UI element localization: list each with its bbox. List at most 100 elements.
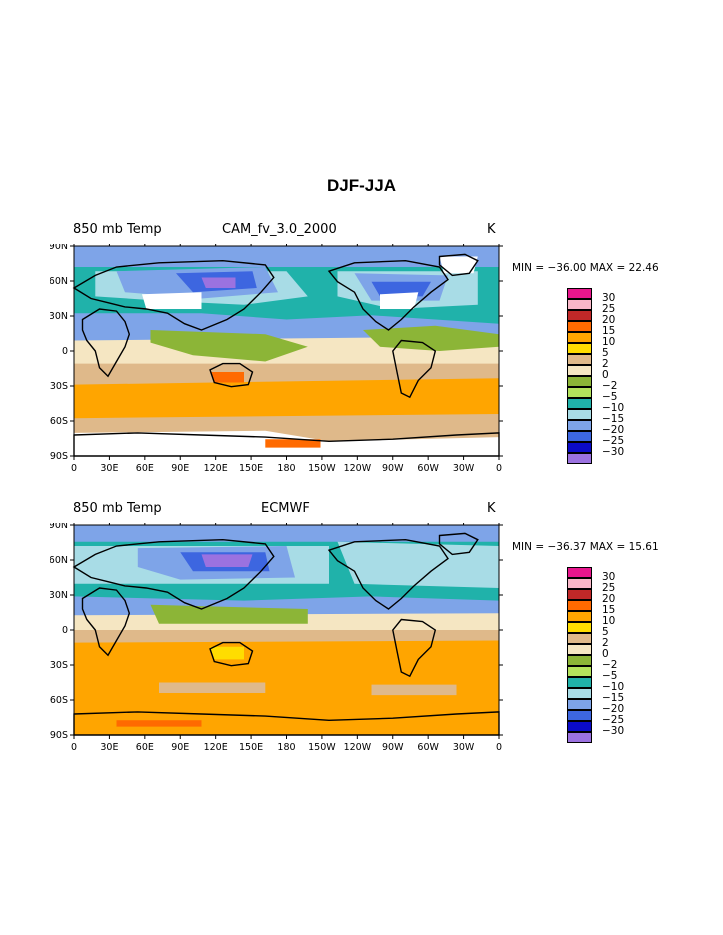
coastline: [327, 259, 449, 331]
contour-fill: [210, 646, 244, 660]
lon-label: 30W: [453, 742, 475, 753]
contour-fill: [150, 330, 308, 362]
lon-label: 150E: [239, 463, 263, 474]
coastline: [438, 253, 479, 277]
panel-units-label: K: [487, 501, 496, 516]
colorbar-label: −10: [602, 681, 625, 693]
lon-label: 0: [71, 463, 77, 474]
lon-label: 180: [277, 463, 295, 474]
minmax-readout: MIN = −36.00 MAX = 22.46: [512, 262, 659, 274]
colorbar-label: −25: [602, 435, 625, 447]
min-label: MIN =: [512, 262, 548, 274]
colorbar-label: 20: [602, 593, 616, 605]
lon-label: 150W: [308, 742, 336, 753]
lon-label: 60W: [417, 742, 439, 753]
colorbar-swatch: [567, 655, 592, 666]
lat-label: 60N: [50, 555, 68, 566]
colorbar: 30 25 20 15 10 5 2 0 −2 −5 −10 −15 −20 −25 −30: [567, 567, 627, 743]
colorbar-label: 10: [602, 615, 616, 627]
colorbar-swatch: [567, 420, 592, 431]
colorbar-label: −5: [602, 670, 618, 682]
colorbar-label: 2: [602, 358, 609, 370]
min-value: −36.37: [547, 541, 587, 553]
colorbar-swatch: [567, 354, 592, 365]
lon-label: 60E: [136, 463, 154, 474]
colorbar-label: 5: [602, 626, 609, 638]
lat-label: 30N: [50, 311, 68, 322]
lon-label: 30W: [453, 463, 475, 474]
panel-case-label: ECMWF: [261, 501, 310, 516]
colorbar-swatch: [567, 310, 592, 321]
coastline: [72, 538, 275, 610]
lat-label: 60N: [50, 276, 68, 287]
colorbar-swatch: [567, 611, 592, 622]
lat-label: 90N: [50, 244, 68, 252]
colorbar-swatch: [567, 409, 592, 420]
coastline: [392, 339, 437, 399]
contour-fill: [337, 541, 499, 588]
contour-fill: [265, 439, 321, 448]
colorbar-label: 0: [602, 369, 609, 381]
coastline: [209, 641, 254, 667]
contour-fill: [159, 682, 266, 693]
contour-fill: [210, 372, 244, 383]
colorbar-swatch: [567, 666, 592, 677]
lat-label: 90S: [50, 730, 68, 741]
lon-label: 180: [277, 742, 295, 753]
lat-label: 90S: [50, 451, 68, 462]
lon-label: 90W: [382, 742, 404, 753]
colorbar-label: −15: [602, 413, 625, 425]
colorbar-swatch: [567, 365, 592, 376]
colorbar-swatch: [567, 677, 592, 688]
lon-label: 60W: [417, 463, 439, 474]
colorbar-swatch: [567, 453, 592, 464]
max-label: MAX =: [589, 541, 629, 553]
colorbar-swatch: [567, 387, 592, 398]
lon-label: 120W: [344, 742, 372, 753]
lon-label: 0: [496, 463, 502, 474]
coastline: [81, 308, 131, 378]
lon-label: 0: [496, 742, 502, 753]
lat-label: 0: [62, 625, 68, 636]
colorbar-label: 0: [602, 648, 609, 660]
colorbar-swatch: [567, 321, 592, 332]
min-label: MIN =: [512, 541, 548, 553]
panel-variable-label: 850 mb Temp: [73, 222, 162, 237]
colorbar-label: 30: [602, 292, 616, 304]
lon-label: 150W: [308, 463, 336, 474]
colorbar-swatch: [567, 332, 592, 343]
lon-label: 120E: [204, 463, 228, 474]
coastline: [327, 538, 449, 610]
lat-label: 30S: [50, 381, 68, 392]
max-value: 22.46: [628, 262, 659, 274]
contour-fill: [201, 277, 236, 288]
minmax-readout: MIN = −36.37 MAX = 15.61: [512, 541, 659, 553]
colorbar-label: −5: [602, 391, 618, 403]
coastline: [209, 362, 254, 388]
lat-label: 30N: [50, 590, 68, 601]
colorbar: 30 25 20 15 10 5 2 0 −2 −5 −10 −15 −20 −25 −30: [567, 288, 627, 464]
lon-label: 30E: [100, 742, 118, 753]
max-value: 15.61: [628, 541, 659, 553]
colorbar-swatch: [567, 600, 592, 611]
colorbar-swatch: [567, 567, 592, 578]
colorbar-swatch: [567, 376, 592, 387]
contour-fill: [439, 256, 478, 274]
lon-label: 120E: [204, 742, 228, 753]
colorbar-label: −2: [602, 659, 618, 671]
colorbar-swatch: [567, 644, 592, 655]
contour-fill: [142, 292, 202, 309]
colorbar-swatch: [567, 732, 592, 743]
colorbar-swatch: [567, 398, 592, 409]
colorbar-swatch: [567, 699, 592, 710]
colorbar-label: −15: [602, 692, 625, 704]
colorbar-label: 25: [602, 582, 616, 594]
colorbar-label: 25: [602, 303, 616, 315]
lat-label: 90N: [50, 523, 68, 531]
colorbar-label: 30: [602, 571, 616, 583]
colorbar-swatch: [567, 343, 592, 354]
colorbar-label: −2: [602, 380, 618, 392]
colorbar-label: 10: [602, 336, 616, 348]
